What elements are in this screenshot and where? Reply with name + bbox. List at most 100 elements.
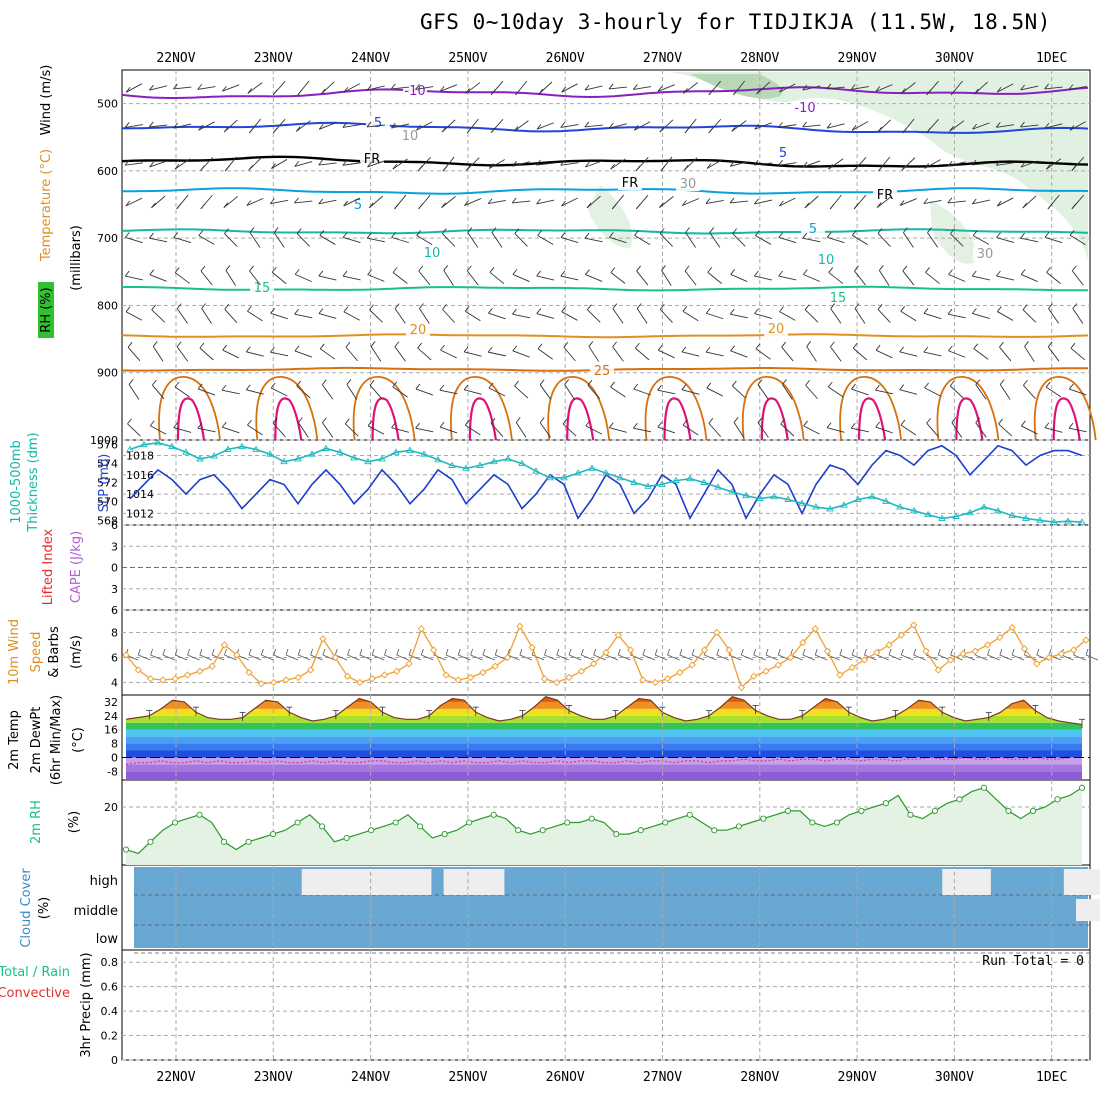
- wind-barb: [913, 654, 926, 661]
- wind-barb-flag: [442, 304, 447, 310]
- wind-barb: [371, 654, 385, 661]
- wind-barb: [507, 654, 520, 661]
- wind-barb: [127, 423, 141, 437]
- wind-barb-flag: [174, 648, 178, 656]
- wind-speed-marker: [270, 678, 278, 687]
- wind-barb-flag: [199, 342, 205, 349]
- temp-band: [126, 736, 1082, 744]
- contour-label: -10: [404, 84, 425, 99]
- panel-label-10m-wind: 10m Wind: [7, 619, 22, 685]
- page-title: GFS 0~10day 3-hourly for TIDJIKJA (11.5W…: [420, 10, 1051, 34]
- wind-barb-flag: [972, 308, 977, 314]
- wind-barb-flag: [899, 346, 905, 353]
- rh-marker: [122, 846, 130, 853]
- wind-barb: [947, 200, 966, 204]
- wind-barb: [732, 233, 746, 247]
- wind-barb-flag: [368, 202, 374, 209]
- y-tick-label-right: 1012: [126, 507, 154, 520]
- thickness-marker: [1064, 517, 1072, 524]
- wind-barb-flag: [779, 86, 784, 93]
- rh-marker: [490, 811, 497, 818]
- wind-barb: [586, 195, 601, 209]
- wind-barb-flag: [996, 200, 1002, 207]
- rh-marker: [319, 823, 326, 830]
- wind-barb-flag: [864, 648, 867, 656]
- date-label-top: 22NOV: [156, 51, 195, 66]
- wind-barb-flag: [514, 228, 520, 234]
- wind-barb: [756, 81, 771, 95]
- wind-barb: [876, 654, 889, 661]
- wind-barb: [757, 422, 769, 438]
- wind-barb-flag: [1069, 125, 1075, 131]
- wind-barb-flag: [802, 161, 808, 168]
- thickness-marker: [504, 455, 512, 462]
- wind-barb-flag: [176, 341, 182, 348]
- wind-barb-flag: [318, 198, 324, 205]
- wind-barb-flag: [729, 308, 735, 315]
- wind-barb: [488, 159, 506, 169]
- wind-barb-flag: [537, 230, 542, 236]
- thickness-marker: [490, 457, 498, 465]
- wind-barb: [270, 351, 289, 357]
- wind-barb: [490, 422, 504, 438]
- wind-barb-flag: [272, 418, 278, 424]
- thickness-marker: [644, 482, 652, 489]
- wind-barb-flag: [716, 648, 720, 656]
- wind-barb: [125, 311, 143, 321]
- wind-barb-flag: [586, 202, 592, 209]
- rh-legend-swatch: [38, 282, 54, 338]
- wind-barb: [568, 654, 582, 661]
- y-tick-label: 4: [111, 677, 118, 690]
- y-tick-label: 8: [111, 738, 118, 751]
- wind-barb: [369, 309, 383, 323]
- wind-speed-marker: [946, 656, 955, 664]
- wind-barb-flag: [245, 346, 251, 353]
- wind-barb: [996, 83, 1014, 93]
- wind-barb-flag: [851, 648, 855, 656]
- wind-barb-flag: [1068, 383, 1074, 390]
- wind-barb: [149, 85, 168, 91]
- wind-barb-flag: [334, 648, 338, 656]
- wind-barb-flag: [507, 648, 510, 656]
- temp-band: [126, 722, 1082, 730]
- wind-barb-flag: [342, 122, 348, 128]
- wind-barb: [224, 233, 238, 247]
- rh-marker: [637, 827, 644, 834]
- thickness-marker: [140, 440, 148, 448]
- rh-marker: [441, 831, 448, 838]
- wind-barb: [1024, 346, 1035, 362]
- wind-barb: [162, 654, 176, 661]
- wind-barb: [754, 162, 773, 166]
- wind-barb: [708, 422, 722, 438]
- wind-barb: [464, 198, 482, 206]
- wind-barb: [150, 425, 167, 435]
- wind-barb: [149, 124, 168, 128]
- wind-barb: [888, 654, 902, 661]
- wind-barb: [588, 346, 600, 362]
- wind-barb-flag: [556, 648, 560, 656]
- wind-barb-flag: [875, 421, 881, 428]
- rh-marker: [417, 823, 424, 830]
- wind-barb: [343, 197, 361, 207]
- thickness-marker: [182, 448, 190, 455]
- wind-barb: [249, 270, 261, 286]
- wind-barb-flag: [828, 267, 834, 273]
- wind-barb: [246, 389, 264, 395]
- panel-label-thickness: Thickness (dm): [26, 432, 41, 532]
- wind-speed-marker: [1045, 653, 1053, 662]
- wind-barb: [634, 234, 651, 246]
- wind-speed-marker: [910, 621, 918, 629]
- thickness-marker: [1008, 511, 1016, 519]
- thickness-marker: [294, 455, 302, 462]
- wind-barb: [802, 124, 821, 128]
- wind-barb: [318, 162, 337, 166]
- wind-speed-marker: [565, 673, 573, 682]
- y-tick-label: 800: [97, 299, 118, 312]
- wind-barb-flag: [948, 269, 953, 275]
- panel-label-cape: CAPE (J/kg): [69, 531, 84, 603]
- temp-bands: [126, 696, 1082, 780]
- wind-speed-marker: [873, 648, 881, 657]
- contour-label-bg: [398, 129, 422, 143]
- wind-barb: [470, 654, 483, 661]
- wind-barb-flag: [1020, 232, 1025, 239]
